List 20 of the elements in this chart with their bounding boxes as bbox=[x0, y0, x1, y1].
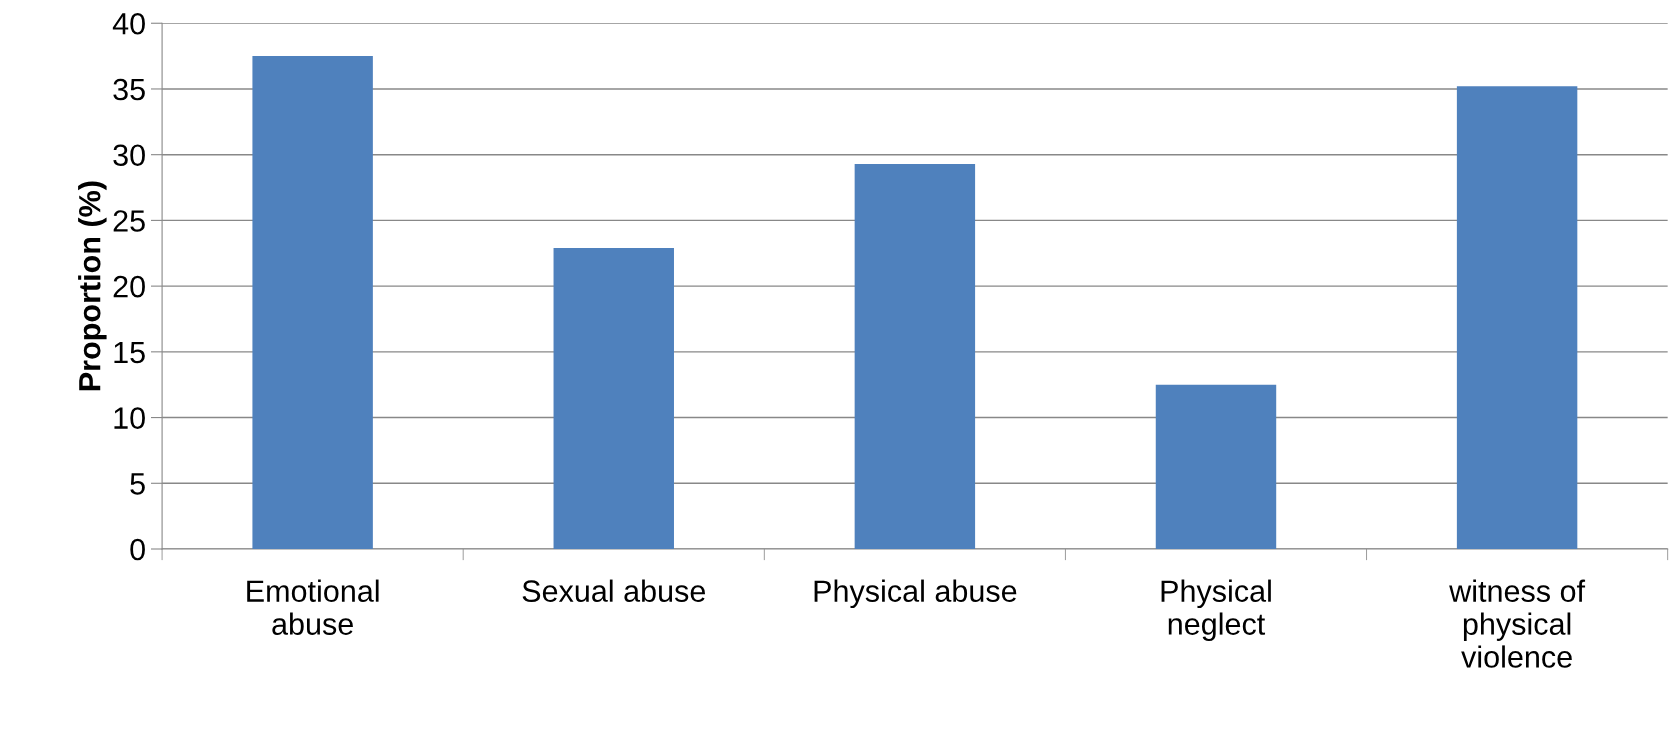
y-tick-label: 20 bbox=[113, 275, 145, 298]
x-tick-label: witness of physical violence bbox=[1449, 579, 1586, 668]
bar bbox=[553, 248, 674, 549]
y-axis-title: Proportion (%) bbox=[78, 181, 107, 391]
x-tick-label: Emotional abuse bbox=[247, 579, 379, 635]
x-tick-label: Physical abuse bbox=[814, 579, 1017, 609]
bar bbox=[1456, 86, 1578, 549]
y-tick-label: 40 bbox=[112, 12, 145, 35]
y-tick-label: 30 bbox=[113, 144, 145, 167]
y-tick-label: 0 bbox=[130, 538, 145, 561]
x-tick-label: Sexual abuse bbox=[522, 579, 705, 602]
bar bbox=[854, 163, 976, 549]
y-tick-label: 25 bbox=[113, 210, 145, 232]
bar bbox=[252, 56, 373, 549]
y-tick-label: 5 bbox=[130, 473, 145, 495]
y-tick-label: 35 bbox=[113, 78, 145, 101]
bar bbox=[1155, 384, 1277, 549]
y-tick-label: 15 bbox=[114, 341, 145, 364]
x-tick-label: Physical neglect bbox=[1161, 579, 1271, 641]
y-tick-label: 10 bbox=[114, 407, 145, 429]
